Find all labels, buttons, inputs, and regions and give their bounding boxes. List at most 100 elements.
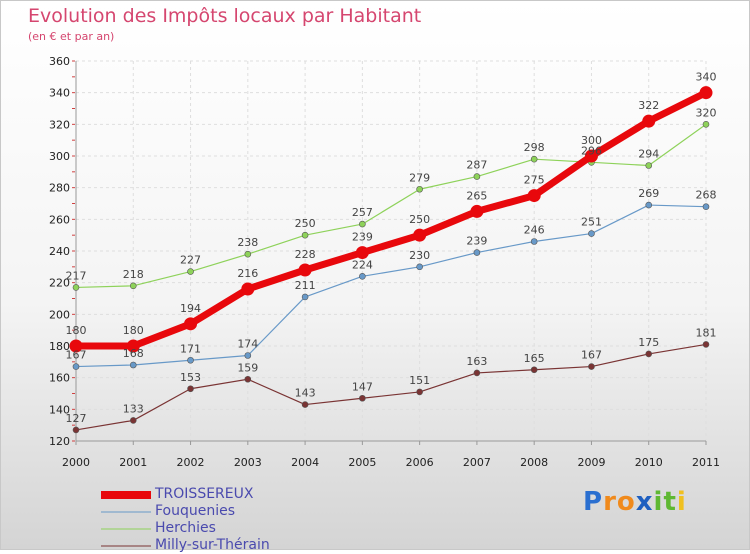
- y-tick-label: 280: [49, 182, 70, 195]
- data-point-herchies: [416, 185, 423, 193]
- x-tick-label: 2001: [119, 456, 147, 469]
- data-point-troissereux: [126, 339, 140, 353]
- data-point-fouquenies: [72, 363, 80, 370]
- data-point-troissereux: [413, 228, 427, 242]
- y-tick-label: 180: [49, 340, 70, 353]
- data-point-fouquenies: [588, 230, 595, 237]
- y-tick-label: 340: [49, 87, 70, 100]
- data-label-milly-sur-th-rain: 153: [180, 371, 201, 384]
- data-label-milly-sur-th-rain: 133: [123, 402, 144, 415]
- data-point-fouquenies: [129, 361, 137, 369]
- y-tick-label: 220: [49, 277, 70, 290]
- data-label-herchies: 238: [237, 236, 258, 249]
- data-point-fouquenies: [359, 273, 366, 280]
- data-label-fouquenies: 239: [466, 235, 487, 248]
- logo-letter: x: [635, 487, 654, 517]
- x-tick-label: 2006: [406, 456, 434, 469]
- data-point-fouquenies: [530, 238, 538, 245]
- data-point-fouquenies: [416, 263, 423, 271]
- data-label-fouquenies: 224: [352, 258, 373, 271]
- x-tick-label: 2007: [463, 456, 491, 469]
- logo-letter: i: [676, 487, 687, 517]
- y-tick-label: 320: [49, 118, 70, 131]
- legend-label: Fouquenies: [155, 503, 236, 519]
- data-point-troissereux: [355, 246, 369, 260]
- data-point-fouquenies: [473, 249, 481, 256]
- data-point-milly-sur-th-rain: [416, 388, 423, 396]
- logo-letter: P: [583, 487, 604, 517]
- data-point-herchies: [187, 268, 194, 275]
- data-point-troissereux: [298, 263, 312, 277]
- data-point-herchies: [72, 284, 80, 291]
- data-point-milly-sur-th-rain: [702, 341, 710, 348]
- data-point-herchies: [645, 162, 653, 169]
- data-point-milly-sur-th-rain: [645, 350, 653, 358]
- series-line-fouquenies: [75, 204, 707, 368]
- y-tick-label: 260: [49, 213, 70, 226]
- legend-label: Herchies: [155, 520, 216, 536]
- logo-letter: i: [653, 487, 664, 517]
- data-point-troissereux: [584, 149, 598, 163]
- legend-swatch: [101, 490, 151, 499]
- x-tick-label: 2003: [234, 456, 262, 469]
- data-label-troissereux: 216: [237, 267, 258, 280]
- y-tick-label: 360: [49, 55, 70, 68]
- data-label-milly-sur-th-rain: 127: [66, 412, 87, 425]
- x-tick-label: 2005: [348, 456, 376, 469]
- data-label-troissereux: 340: [696, 71, 717, 84]
- data-point-herchies: [244, 250, 252, 258]
- data-label-fouquenies: 230: [409, 249, 430, 262]
- data-label-fouquenies: 269: [638, 187, 659, 200]
- data-label-troissereux: 250: [409, 213, 430, 226]
- data-point-fouquenies: [702, 203, 710, 210]
- data-label-troissereux: 194: [180, 302, 201, 315]
- data-point-fouquenies: [645, 201, 653, 209]
- logo-letter: o: [616, 487, 636, 517]
- data-point-milly-sur-th-rain: [187, 385, 194, 393]
- data-label-milly-sur-th-rain: 167: [581, 349, 602, 362]
- data-label-milly-sur-th-rain: 159: [237, 361, 258, 374]
- legend-swatch: [101, 511, 151, 512]
- data-point-herchies: [702, 121, 710, 128]
- y-tick-label: 120: [49, 435, 70, 448]
- data-point-milly-sur-th-rain: [301, 401, 309, 408]
- y-tick-label: 200: [49, 308, 70, 321]
- data-label-herchies: 320: [696, 106, 717, 119]
- x-tick-label: 2009: [577, 456, 605, 469]
- data-point-milly-sur-th-rain: [72, 426, 80, 434]
- logo-letter: t: [663, 487, 677, 517]
- y-tick-label: 300: [49, 150, 70, 163]
- data-label-fouquenies: 168: [123, 347, 144, 360]
- data-label-troissereux: 275: [524, 174, 545, 187]
- data-point-fouquenies: [187, 356, 194, 364]
- data-point-troissereux: [699, 86, 713, 100]
- chart-subtitle: (en € et par an): [28, 30, 115, 43]
- y-tick-label: 140: [49, 403, 70, 416]
- data-label-herchies: 218: [123, 268, 144, 281]
- x-tick-label: 2010: [635, 456, 663, 469]
- data-point-milly-sur-th-rain: [588, 363, 595, 370]
- logo-letter: r: [603, 487, 617, 517]
- data-label-troissereux: 265: [466, 189, 487, 202]
- y-tick-label: 240: [49, 245, 70, 258]
- data-point-troissereux: [470, 204, 484, 218]
- data-point-herchies: [359, 220, 366, 228]
- data-label-herchies: 296: [581, 144, 602, 157]
- data-point-troissereux: [241, 282, 255, 296]
- data-point-herchies: [301, 231, 309, 239]
- data-point-milly-sur-th-rain: [530, 366, 538, 374]
- data-label-herchies: 279: [409, 171, 430, 184]
- data-point-troissereux: [642, 114, 656, 128]
- data-label-fouquenies: 251: [581, 216, 602, 229]
- data-point-troissereux: [184, 317, 198, 331]
- data-label-herchies: 250: [295, 217, 316, 230]
- data-label-milly-sur-th-rain: 147: [352, 380, 373, 393]
- legend-label: TROISSEREUX: [155, 486, 254, 502]
- y-tick-label: 160: [49, 372, 70, 385]
- data-label-fouquenies: 174: [237, 338, 258, 351]
- data-label-herchies: 257: [352, 206, 373, 219]
- proxiti-logo: Proxiti: [583, 487, 687, 517]
- data-label-troissereux: 300: [581, 134, 602, 147]
- data-point-milly-sur-th-rain: [244, 375, 252, 383]
